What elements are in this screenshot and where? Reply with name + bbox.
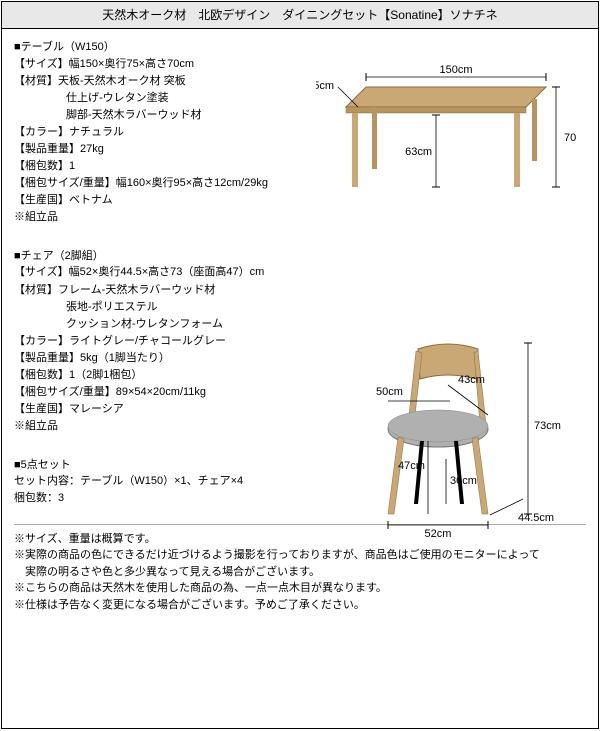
dim-chair-seath: 47cm bbox=[398, 460, 425, 472]
footer-note-2b: 実際の明るさや色と多少異なって見える場合がございます。 bbox=[14, 564, 586, 581]
footer-note-2: ※実際の商品の色にできるだけ近づけるよう撮影を行っておりますが、商品色はご使用の… bbox=[14, 547, 586, 564]
dim-chair-seatw: 50cm bbox=[376, 386, 403, 398]
spec-sheet: 天然木オーク材 北欧デザイン ダイニングセット【Sonatine】ソナチネ ■テ… bbox=[1, 1, 599, 729]
dim-table-w: 150cm bbox=[439, 64, 472, 76]
dim-chair-depth: 44.5cm bbox=[518, 512, 554, 524]
title-text: 天然木オーク材 北欧デザイン ダイニングセット【Sonatine】ソナチネ bbox=[102, 8, 497, 22]
table-top-shape bbox=[346, 87, 546, 107]
dim-chair-gap: 30cm bbox=[450, 475, 477, 487]
dim-chair-seatd: 43cm bbox=[458, 374, 485, 386]
chair-material-2: 張地‐ポリエステル bbox=[14, 299, 586, 316]
dim-table-h: 70cm bbox=[564, 132, 576, 144]
dim-chair-w: 52cm bbox=[425, 528, 452, 539]
dim-table-ih: 63cm bbox=[405, 146, 432, 158]
footer-note-3: ※こちらの商品は天然木を使用した商品の為、一点一点木目が異なります。 bbox=[14, 580, 586, 597]
chair-diagram: 50cm 43cm 73cm 47cm 30cm 52cm bbox=[328, 329, 568, 539]
footer-note-4: ※仕様は予告なく変更になる場合がございます。予めご了承ください。 bbox=[14, 597, 586, 614]
dim-chair-h: 73cm bbox=[534, 420, 561, 432]
chair-material-1: 【材質】フレーム‐天然木ラバーウッド材 bbox=[14, 282, 586, 299]
table-diagram: 150cm 75cm 70cm 63cm bbox=[316, 59, 576, 214]
content-area: ■テーブル（W150） 【サイズ】幅150×奥行75×高さ70cm 【材質】天板… bbox=[2, 29, 598, 621]
chair-size: 【サイズ】幅52×奥行44.5×高さ73（座面高47）cm bbox=[14, 264, 586, 281]
dim-table-d: 75cm bbox=[316, 80, 334, 92]
table-heading: ■テーブル（W150） bbox=[14, 39, 586, 56]
title-bar: 天然木オーク材 北欧デザイン ダイニングセット【Sonatine】ソナチネ bbox=[2, 2, 598, 29]
chair-heading: ■チェア（2脚組） bbox=[14, 248, 586, 265]
